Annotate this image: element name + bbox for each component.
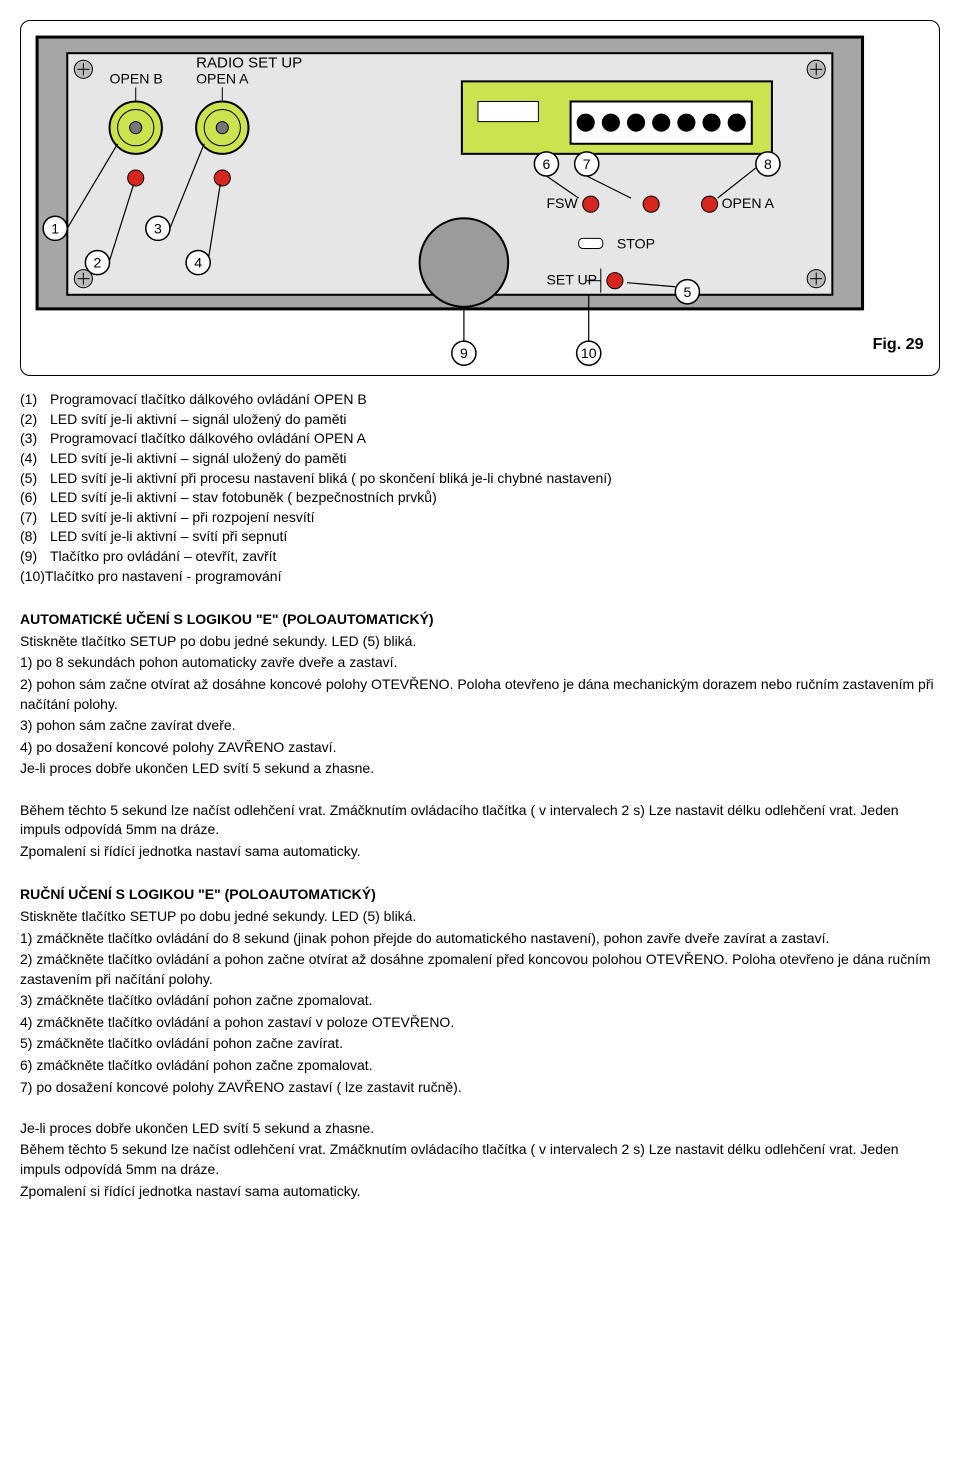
open-a-top-label: OPEN A: [196, 70, 249, 86]
section-auto-extra: Během těchto 5 sekund lze načíst odlehče…: [20, 801, 940, 862]
text-line: Je-li proces dobře ukončen LED svítí 5 s…: [20, 759, 940, 779]
text-line: Zpomalení si řídící jednotka nastaví sam…: [20, 842, 940, 862]
text-line: 3) zmáčkněte tlačítko ovládání pohon zač…: [20, 991, 940, 1011]
svg-text:6: 6: [543, 156, 551, 172]
legend-text: LED svítí je-li aktivní – signál uložený…: [50, 449, 346, 469]
legend-list: (1)Programovací tlačítko dálkového ovlád…: [20, 390, 940, 586]
legend-text: LED svítí je-li aktivní – stav fotobuněk…: [50, 488, 437, 508]
open-b-label: OPEN B: [110, 70, 163, 86]
text-line: 1) zmáčkněte tlačítko ovládání do 8 seku…: [20, 929, 940, 949]
text-line: 6) zmáčkněte tlačítko ovládání pohon zač…: [20, 1056, 940, 1076]
led-open-a-side: [701, 196, 717, 212]
stop-indicator: [579, 238, 603, 248]
legend-num: (7): [20, 508, 50, 528]
figure-number: Fig. 29: [873, 335, 924, 353]
svg-text:8: 8: [764, 156, 772, 172]
legend-text: LED svítí je-li aktivní při procesu nast…: [50, 469, 612, 489]
text-line: 2) zmáčkněte tlačítko ovládání a pohon z…: [20, 950, 940, 989]
figure-svg: RADIO SET UP OPEN B OPEN A FSW OPEN A ST…: [27, 27, 933, 369]
svg-text:10: 10: [581, 345, 597, 361]
section-auto: AUTOMATICKÉ UČENÍ S LOGIKOU "E" (POLOAUT…: [20, 610, 940, 861]
text-line: 2) pohon sám začne otvírat až dosáhne ko…: [20, 675, 940, 714]
text-line: 4) zmáčkněte tlačítko ovládání a pohon z…: [20, 1013, 940, 1033]
svg-text:3: 3: [154, 220, 162, 236]
legend-row: (10)Tlačítko pro nastavení - programován…: [20, 567, 940, 587]
legend-row: (2)LED svítí je-li aktivní – signál ulož…: [20, 410, 940, 430]
led-setup: [607, 273, 623, 289]
led-open-a: [214, 170, 230, 186]
legend-row: (1)Programovací tlačítko dálkového ovlád…: [20, 390, 940, 410]
callout-6: 6: [534, 152, 558, 176]
legend-row: (4)LED svítí je-li aktivní – signál ulož…: [20, 449, 940, 469]
radio-setup-label: RADIO SET UP: [196, 54, 302, 71]
legend-row: (8)LED svítí je-li aktivní – svítí při s…: [20, 527, 940, 547]
text-line: 4) po dosažení koncové polohy ZAVŘENO za…: [20, 738, 940, 758]
section-auto-lines: Stiskněte tlačítko SETUP po dobu jedné s…: [20, 632, 940, 779]
svg-text:2: 2: [94, 255, 102, 271]
main-knob: [420, 218, 509, 307]
legend-num: (2): [20, 410, 50, 430]
open-a-side-label: OPEN A: [722, 195, 775, 211]
legend-num: (3): [20, 429, 50, 449]
text-line: Stiskněte tlačítko SETUP po dobu jedné s…: [20, 907, 940, 927]
legend-row: (3)Programovací tlačítko dálkového ovlád…: [20, 429, 940, 449]
legend-row: (7)LED svítí je-li aktivní – při rozpoje…: [20, 508, 940, 528]
legend-row: (6)LED svítí je-li aktivní – stav fotobu…: [20, 488, 940, 508]
text-line: Stiskněte tlačítko SETUP po dobu jedné s…: [20, 632, 940, 652]
section-manual-lines: Stiskněte tlačítko SETUP po dobu jedné s…: [20, 907, 940, 1097]
legend-row: (5)LED svítí je-li aktivní při procesu n…: [20, 469, 940, 489]
svg-text:5: 5: [683, 284, 691, 300]
legend-text: LED svítí je-li aktivní – svítí při sepn…: [50, 527, 287, 547]
section-manual-heading: RUČNÍ UČENÍ S LOGIKOU "E" (POLOAUTOMATIC…: [20, 885, 940, 905]
text-line: Zpomalení si řídící jednotka nastaví sam…: [20, 1182, 940, 1202]
callout-4: 4: [186, 250, 210, 274]
legend-num: (4): [20, 449, 50, 469]
text-line: 7) po dosažení koncové polohy ZAVŘENO za…: [20, 1078, 940, 1098]
legend-text: Programovací tlačítko dálkového ovládání…: [50, 390, 367, 410]
text-line: Během těchto 5 sekund lze načíst odlehče…: [20, 801, 940, 840]
led-fsw: [583, 196, 599, 212]
fsw-label: FSW: [546, 195, 578, 211]
callout-2: 2: [85, 250, 109, 274]
legend-text: LED svítí je-li aktivní – signál uložený…: [50, 410, 346, 430]
svg-text:4: 4: [194, 255, 202, 271]
callout-7: 7: [575, 152, 599, 176]
text-line: Je-li proces dobře ukončen LED svítí 5 s…: [20, 1119, 940, 1139]
callout-5: 5: [675, 280, 699, 304]
callout-10: 10: [577, 341, 601, 365]
callout-3: 3: [146, 216, 170, 240]
callout-9: 9: [452, 341, 476, 365]
legend-text: LED svítí je-li aktivní – při rozpojení …: [50, 508, 315, 528]
text-line: Během těchto 5 sekund lze načíst odlehče…: [20, 1140, 940, 1179]
legend-num: (1): [20, 390, 50, 410]
legend-num: (9): [20, 547, 50, 567]
text-line: 5) zmáčkněte tlačítko ovládání pohon zač…: [20, 1034, 940, 1054]
section-auto-heading: AUTOMATICKÉ UČENÍ S LOGIKOU "E" (POLOAUT…: [20, 610, 940, 630]
text-line: 3) pohon sám začne zavírat dveře.: [20, 716, 940, 736]
svg-text:1: 1: [51, 220, 59, 236]
small-label-plate: [478, 101, 538, 121]
text-line: 1) po 8 sekundách pohon automaticky zavř…: [20, 653, 940, 673]
legend-row: (9)Tlačítko pro ovládání – otevřít, zavř…: [20, 547, 940, 567]
figure-container: RADIO SET UP OPEN B OPEN A FSW OPEN A ST…: [20, 20, 940, 376]
legend-num: (6): [20, 488, 50, 508]
callout-1: 1: [43, 216, 67, 240]
svg-text:7: 7: [583, 156, 591, 172]
stop-label: STOP: [617, 235, 655, 251]
setup-label: SET UP: [546, 272, 597, 288]
legend-num: (8): [20, 527, 50, 547]
legend-text: Programovací tlačítko dálkového ovládání…: [50, 429, 366, 449]
section-manual: RUČNÍ UČENÍ S LOGIKOU "E" (POLOAUTOMATIC…: [20, 885, 940, 1201]
section-manual-extra: Je-li proces dobře ukončen LED svítí 5 s…: [20, 1119, 940, 1201]
legend-num: (5): [20, 469, 50, 489]
legend-text: Tlačítko pro ovládání – otevřít, zavřít: [50, 547, 276, 567]
led-fsw2: [643, 196, 659, 212]
led-open-b: [128, 170, 144, 186]
svg-text:9: 9: [460, 345, 468, 361]
callout-8: 8: [756, 152, 780, 176]
